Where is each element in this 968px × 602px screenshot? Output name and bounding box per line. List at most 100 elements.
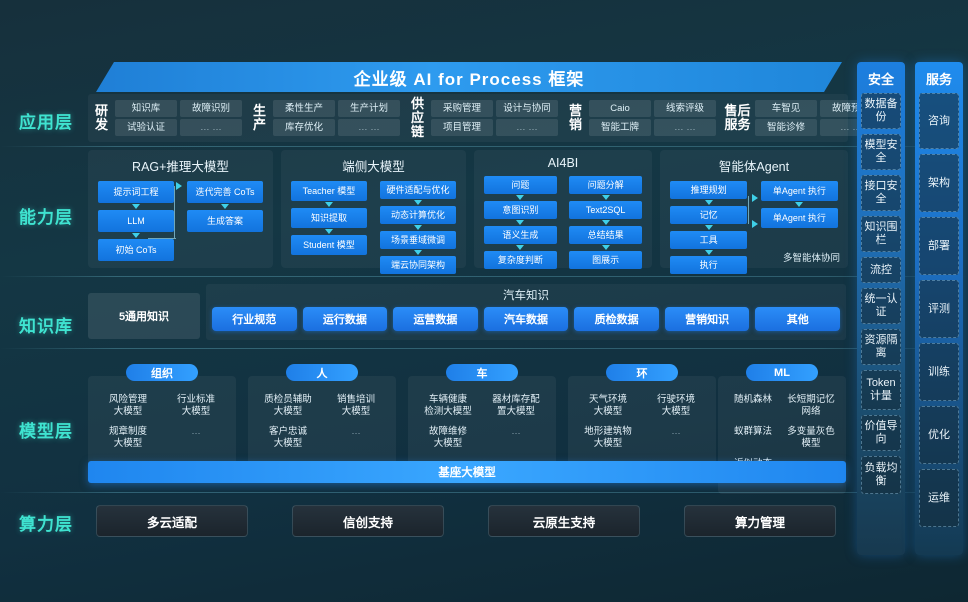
model-cell[interactable]: 规章制度 大模型 [108,426,147,449]
side-item[interactable]: 接口安全 [861,175,901,211]
side-item[interactable]: 统一认证 [861,288,901,324]
model-cell[interactable]: 器材库存配 置大模型 [492,394,540,417]
side-item[interactable]: 架构 [919,154,959,212]
side-item[interactable]: 训练 [919,343,959,401]
app-group-1[interactable]: 生产 柔性生产 库存优化 生产计划 … … [246,97,404,139]
capability-node[interactable]: 初始 CoTs [98,239,174,261]
app-cell[interactable]: 柔性生产 [273,100,335,117]
knowledge-tag[interactable]: 其他 [755,307,841,331]
side-item[interactable]: 优化 [919,406,959,464]
capability-node[interactable]: Text2SQL [569,201,642,219]
app-group-0[interactable]: 研发 知识库 试验认证 故障识别 … … [88,97,246,139]
capability-node[interactable]: Student 模型 [291,235,367,255]
capability-node[interactable]: Teacher 模型 [291,181,367,201]
model-cell[interactable]: 蚁群算法 [733,426,772,437]
capability-block-1[interactable]: 端侧大模型 Teacher 模型 知识提取 Student 模型 硬件适配与优化 动态计算… [281,150,466,274]
knowledge-tag[interactable]: 质检数据 [574,307,659,331]
app-cell[interactable]: 故障识别 [180,100,242,117]
app-cell[interactable]: … … [496,119,558,136]
knowledge-tag[interactable]: 运营数据 [393,307,478,331]
capability-node[interactable]: 动态计算优化 [380,206,456,224]
model-cell[interactable]: … [671,426,681,437]
app-cell[interactable]: 知识库 [115,100,177,117]
side-item[interactable]: 评测 [919,280,959,338]
app-cell[interactable]: 项目管理 [431,119,493,136]
model-cell[interactable]: … [351,426,361,437]
capability-node[interactable]: 复杂度判断 [484,251,557,269]
compute-button-3[interactable]: 算力管理 [684,505,836,537]
app-cell[interactable]: 采购管理 [431,100,493,117]
side-item[interactable]: Token计量 [861,370,901,410]
side-item[interactable]: 部署 [919,217,959,275]
side-item[interactable]: 咨询 [919,93,959,149]
capability-node[interactable]: 单Agent 执行 [760,181,838,201]
app-group-3[interactable]: 营销 Caio 智能工牌 线索评级 … … [562,97,720,139]
knowledge-tag[interactable]: 行业规范 [212,307,297,331]
capability-node[interactable]: 推理规划 [670,181,748,199]
model-cell[interactable]: 风险管理 大模型 [108,394,147,417]
side-item[interactable]: 流控 [861,257,901,283]
capability-node[interactable]: 硬件适配与优化 [380,181,456,199]
side-item[interactable]: 资源隔离 [861,329,901,365]
capability-node[interactable]: 记忆 [670,206,748,224]
knowledge-tag[interactable]: 营销知识 [664,307,750,331]
capability-node[interactable]: 迭代完善 CoTs [187,181,263,203]
app-cell[interactable]: 生产计划 [338,100,400,117]
capability-node[interactable]: 场景垂域微调 [380,231,456,249]
app-cell[interactable]: 设计与协同 [496,100,558,117]
compute-button-2[interactable]: 云原生支持 [488,505,640,537]
capability-node[interactable]: 图展示 [569,251,642,269]
model-cell[interactable]: … [191,426,201,437]
model-cell[interactable]: … [511,426,521,437]
capability-block-2[interactable]: AI4BI 问题 意图识别 语义生成 复杂度判断 问题分解 Text2SQL 总结结果 图展示 [474,150,652,269]
side-item[interactable]: 数据备份 [861,93,901,129]
capability-node[interactable]: 知识提取 [291,208,367,228]
model-group-0[interactable]: 组织 风险管理 大模型 行业标准 大模型 规章制度 大模型… [88,364,236,472]
model-cell[interactable]: 天气环境 大模型 [588,394,627,417]
model-cell[interactable]: 行驶环境 大模型 [656,394,695,417]
model-cell[interactable]: 地形建筑物 大模型 [584,426,632,449]
model-group-3[interactable]: 环天气环境 大模型 行驶环境 大模型 地形建筑物 大模型… [568,364,716,472]
model-group-1[interactable]: 人质检员辅助 大模型 销售培训 大模型 客户忠诚 大模型… [248,364,396,472]
capability-node[interactable]: 端云协同架构 [380,256,456,274]
capability-block-3[interactable]: 智能体Agent 推理规划 记忆 工具 执行 单Agent 执行 单Agent 执行 多智能体… [660,150,848,274]
capability-node[interactable]: LLM [98,210,174,232]
capability-block-0[interactable]: RAG+推理大模型 提示词工程 LLM 初始 CoTs 迭代完善 CoTs 生成答案 [88,150,273,268]
side-item[interactable]: 负载均衡 [861,456,901,494]
model-cell[interactable]: 客户忠诚 大模型 [268,426,307,449]
compute-button-0[interactable]: 多云适配 [96,505,248,537]
app-cell[interactable]: Caio [589,100,651,117]
model-cell[interactable]: 销售培训 大模型 [336,394,375,417]
app-cell[interactable]: … … [654,119,716,136]
app-cell[interactable]: 车智见 [755,100,817,117]
compute-button-1[interactable]: 信创支持 [292,505,444,537]
side-item[interactable]: 知识围栏 [861,216,901,252]
app-group-2[interactable]: 供应链 采购管理 项目管理 设计与协同 … … [404,97,562,139]
capability-node[interactable]: 工具 [670,231,748,249]
knowledge-tag[interactable]: 运行数据 [302,307,388,331]
model-cell[interactable]: 多变量灰色 模型 [787,426,835,449]
model-cell[interactable]: 车辆健康 检测大模型 [424,394,472,417]
model-cell[interactable]: 质检员辅助 大模型 [264,394,312,417]
capability-node[interactable]: 执行 [670,256,748,274]
app-cell[interactable]: 试验认证 [115,119,177,136]
app-cell[interactable]: … … [180,119,242,136]
model-cell[interactable]: 故障维修 大模型 [428,426,467,449]
app-cell[interactable]: 库存优化 [273,119,335,136]
model-group-2[interactable]: 车车辆健康 检测大模型 器材库存配 置大模型 故障维修 大模型… [408,364,556,472]
capability-node[interactable]: 问题 [484,176,557,194]
side-item[interactable]: 运维 [919,469,959,527]
capability-node[interactable]: 意图识别 [484,201,557,219]
capability-node[interactable]: 语义生成 [484,226,557,244]
side-item[interactable]: 价值导向 [861,415,901,451]
model-cell[interactable]: 随机森林 [733,394,772,405]
capability-node[interactable]: 问题分解 [569,176,642,194]
model-cell[interactable]: 长短期记忆 网络 [787,394,835,417]
app-cell[interactable]: 智能工牌 [589,119,651,136]
model-cell[interactable]: 行业标准 大模型 [176,394,215,417]
capability-node[interactable]: 单Agent 执行 [760,208,838,228]
app-cell[interactable]: … … [338,119,400,136]
side-item[interactable]: 模型安全 [861,134,901,170]
knowledge-tag[interactable]: 汽车数据 [483,307,569,331]
capability-node[interactable]: 提示词工程 [98,181,174,203]
